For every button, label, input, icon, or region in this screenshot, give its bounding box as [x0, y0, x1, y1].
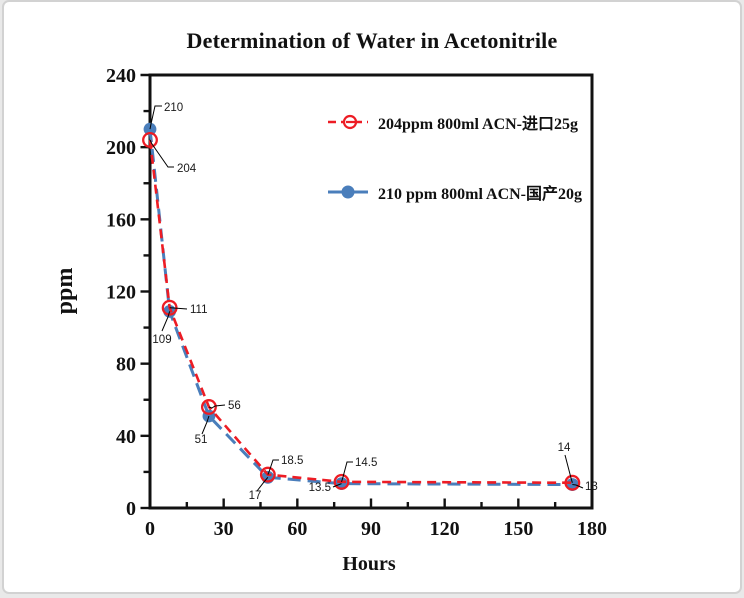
y-tick-label: 120	[106, 282, 136, 304]
point-label: 109	[152, 334, 171, 346]
dashed-line-open-circle-icon	[328, 114, 368, 130]
leader-line	[332, 483, 342, 488]
y-tick-label: 0	[126, 498, 136, 520]
point-label: 14	[558, 442, 571, 454]
leader-line	[572, 484, 584, 489]
point-label: 13.5	[309, 482, 331, 494]
legend-label-domestic: 210 ppm 800ml ACN-国产20g	[378, 186, 583, 203]
legend-label-imported: 204ppm 800ml ACN-进口25g	[378, 116, 579, 133]
data-point-marker	[564, 474, 581, 491]
leader-line	[149, 139, 174, 168]
x-tick-label: 90	[361, 518, 381, 540]
y-axis-label: ppm	[52, 267, 78, 315]
point-label: 17	[249, 490, 262, 502]
plot-frame	[148, 73, 594, 510]
y-tick-label: 240	[106, 65, 136, 87]
data-point-marker	[259, 466, 276, 483]
legend: 204ppm 800ml ACN-进口25g 210 ppm 800ml ACN…	[326, 108, 582, 206]
point-label: 56	[228, 400, 241, 412]
point-label: 204	[177, 163, 197, 175]
y-tick-label: 200	[106, 137, 136, 159]
leader-line	[208, 404, 226, 409]
leader-line	[201, 415, 210, 435]
x-axis-label: Hours	[342, 553, 396, 575]
leader-line	[341, 461, 353, 482]
legend-item-domestic: 210 ppm 800ml ACN-国产20g	[326, 178, 582, 206]
point-label: 111	[190, 304, 207, 316]
leader-line	[161, 311, 171, 332]
x-tick-label: 0	[145, 518, 155, 540]
x-tick-label: 180	[577, 518, 607, 540]
plot-area: 0 30 60 90 120 150 180 0 40 80 120 160 200 240 210 204 1…	[106, 65, 607, 540]
leader-line	[256, 477, 269, 492]
data-point-marker	[142, 131, 158, 148]
x-tick-label: 60	[287, 518, 307, 540]
point-label: 13	[585, 481, 598, 493]
point-label: 14.5	[355, 457, 377, 469]
legend-item-imported: 204ppm 800ml ACN-进口25g	[326, 108, 582, 136]
data-point-marker	[333, 473, 350, 490]
leader-line	[169, 307, 188, 310]
chart-title: Determination of Water in Acetonitrile	[186, 28, 558, 53]
x-tick-label: 120	[430, 518, 460, 540]
series-line	[148, 139, 573, 485]
y-tick-label: 80	[116, 354, 136, 376]
x-tick-label: 150	[503, 518, 533, 540]
x-tick-label: 30	[214, 518, 234, 540]
point-label: 210	[164, 102, 183, 114]
point-label: 51	[195, 434, 208, 446]
data-point-marker	[200, 399, 217, 415]
solid-line-filled-circle-icon	[328, 185, 368, 199]
y-tick-label: 40	[116, 426, 136, 448]
point-label: 18.5	[281, 455, 303, 467]
leader-line	[564, 454, 573, 483]
y-tick-label: 160	[106, 209, 136, 231]
leader-line	[267, 459, 279, 475]
leader-line	[149, 105, 162, 130]
